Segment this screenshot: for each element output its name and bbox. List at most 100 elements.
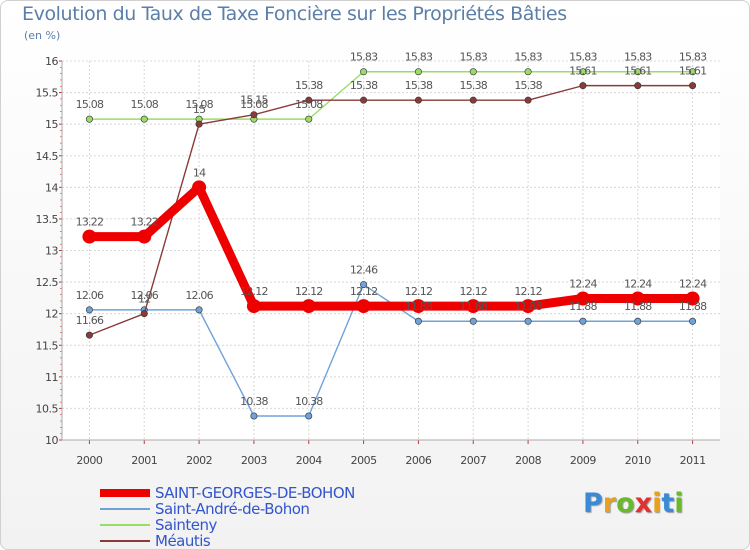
y-tick-label: 10.5 — [36, 402, 59, 415]
data-point — [305, 96, 313, 104]
data-label: 12.12 — [514, 285, 542, 298]
data-point — [689, 68, 697, 76]
data-point — [140, 115, 148, 123]
y-tick-label: 11.5 — [36, 339, 59, 352]
data-point — [469, 96, 477, 104]
data-label: 11.88 — [405, 300, 433, 313]
data-point — [250, 412, 258, 420]
data-point — [524, 68, 532, 76]
logo-letter: P — [583, 488, 603, 519]
data-label: 12.12 — [350, 285, 378, 298]
proxiti-logo: Proxiti — [583, 488, 684, 519]
data-label: 15.83 — [350, 51, 378, 64]
y-tick-label: 13.5 — [36, 213, 59, 226]
data-point — [301, 299, 316, 314]
y-axis-unit: (en %) — [24, 29, 61, 42]
legend-label: SAINT-GEORGES-DE-BOHON — [155, 484, 355, 502]
data-point — [469, 317, 477, 325]
data-point — [634, 82, 642, 90]
data-point — [634, 317, 642, 325]
data-label: 11.88 — [460, 300, 488, 313]
data-point — [579, 317, 587, 325]
logo-letter: i — [674, 488, 684, 519]
data-point — [140, 310, 148, 318]
data-point — [246, 299, 261, 314]
logo-letter: r — [602, 488, 617, 519]
data-point — [521, 299, 536, 314]
y-tick-label: 14 — [45, 181, 58, 194]
series-line — [89, 182, 693, 311]
data-point — [414, 317, 422, 325]
x-tick-label: 2007 — [460, 454, 486, 467]
data-label: 11.88 — [514, 300, 542, 313]
legend-item: SAINT-GEORGES-DE-BOHON — [100, 485, 355, 501]
data-point — [305, 115, 313, 123]
logo-letter: o — [616, 488, 635, 519]
data-point — [85, 331, 93, 339]
x-tick-label: 2003 — [241, 454, 267, 467]
data-point — [524, 317, 532, 325]
data-label: 12.24 — [569, 278, 597, 291]
data-point — [305, 412, 313, 420]
legend-item: Sainteny — [100, 517, 355, 533]
legend-item: Méautis — [100, 533, 355, 549]
data-label: 13.22 — [131, 216, 159, 229]
data-label: 13.22 — [76, 216, 104, 229]
series-line — [89, 84, 693, 336]
legend-swatch — [100, 540, 150, 542]
x-tick-label: 2000 — [76, 454, 102, 467]
data-point — [466, 299, 481, 314]
data-point — [469, 68, 477, 76]
data-label: 15.83 — [679, 51, 707, 64]
legend-swatch — [100, 524, 150, 526]
y-tick-label: 11 — [45, 371, 58, 384]
data-label: 11.66 — [76, 314, 104, 327]
data-point — [524, 96, 532, 104]
data-label: 15.38 — [514, 79, 542, 92]
chart-title: Evolution du Taux de Taxe Foncière sur l… — [22, 3, 567, 25]
legend-label: Méautis — [155, 532, 211, 550]
y-tick-label: 12 — [45, 308, 58, 321]
data-label: 15.61 — [679, 65, 707, 78]
data-label: 12 — [138, 293, 150, 306]
y-tick-label: 12.5 — [36, 276, 59, 289]
data-label: 15.38 — [460, 79, 488, 92]
x-tick-label: 2001 — [131, 454, 157, 467]
x-tick-label: 2006 — [405, 454, 431, 467]
legend-label: Saint-André-de-Bohon — [155, 500, 310, 518]
data-point — [411, 299, 426, 314]
data-point — [137, 229, 152, 244]
data-label: 12.12 — [460, 285, 488, 298]
y-tick-label: 14.5 — [36, 150, 59, 163]
data-label: 12.46 — [350, 264, 378, 277]
data-label: 11.88 — [679, 300, 707, 313]
legend-label: Sainteny — [155, 516, 217, 534]
data-point — [414, 96, 422, 104]
x-tick-label: 2004 — [296, 454, 322, 467]
data-label: 15.38 — [405, 79, 433, 92]
data-point — [360, 68, 368, 76]
data-label: 15.83 — [405, 51, 433, 64]
data-point — [360, 281, 368, 289]
data-label: 12.06 — [76, 289, 104, 302]
y-tick-label: 10 — [45, 434, 58, 447]
series-line — [89, 71, 693, 120]
data-label: 12.24 — [679, 278, 707, 291]
data-label: 12.06 — [131, 289, 159, 302]
legend-item: Saint-André-de-Bohon — [100, 501, 355, 517]
data-label: 15.08 — [185, 98, 213, 111]
data-label: 12.12 — [295, 285, 323, 298]
data-label: 11.88 — [624, 300, 652, 313]
x-tick-label: 2010 — [625, 454, 651, 467]
line-chart: 10 10.5 11 11.5 12 12.5 13 13.5 14 14.5 15 15.5 16 20… — [36, 51, 720, 467]
data-point — [82, 229, 97, 244]
legend-swatch — [100, 508, 150, 510]
data-label: 15.08 — [131, 98, 159, 111]
data-point — [689, 317, 697, 325]
data-label: 12.12 — [240, 285, 268, 298]
data-label: 15.08 — [295, 98, 323, 111]
logo-letter: i — [652, 488, 662, 519]
data-label: 10.38 — [240, 395, 268, 408]
data-point — [579, 68, 587, 76]
data-point — [85, 306, 93, 314]
